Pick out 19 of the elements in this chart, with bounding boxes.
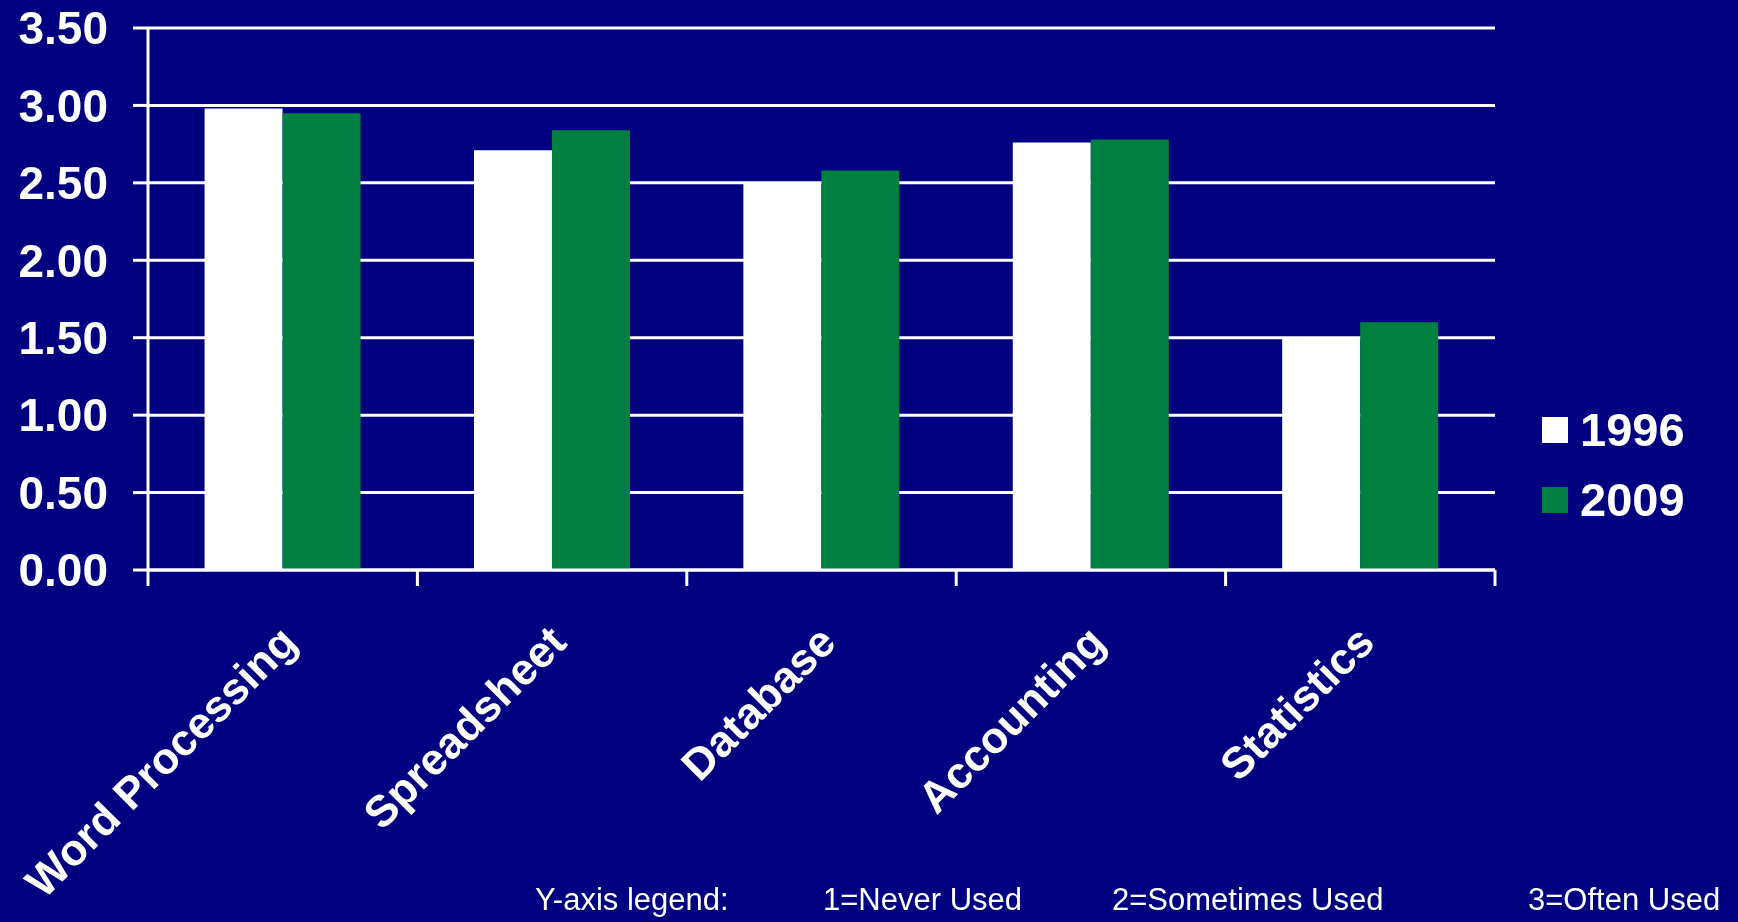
y-tick-label: 1.50	[18, 312, 108, 365]
legend-label: 1996	[1580, 403, 1685, 456]
text: 1=Never Used	[823, 882, 1023, 918]
legend-label: 2009	[1580, 473, 1685, 526]
bar	[282, 113, 361, 570]
bar	[821, 170, 900, 570]
y-tick-label: 3.00	[18, 79, 108, 132]
y-tick-label: 0.00	[18, 544, 108, 597]
y-tick-label: 1.00	[18, 389, 108, 442]
bar	[551, 130, 630, 570]
y-tick-label: 0.50	[18, 466, 108, 519]
y-tick-label: 2.00	[18, 234, 108, 287]
text: Y-axis legend:	[535, 882, 729, 918]
y-tick-label: 3.50	[18, 2, 108, 55]
bar	[1360, 322, 1439, 570]
text: 2=Sometimes Used	[1112, 882, 1384, 918]
bar	[1090, 139, 1169, 570]
y-tick-label: 2.50	[18, 157, 108, 210]
text: 3=Often Used	[1528, 882, 1721, 918]
